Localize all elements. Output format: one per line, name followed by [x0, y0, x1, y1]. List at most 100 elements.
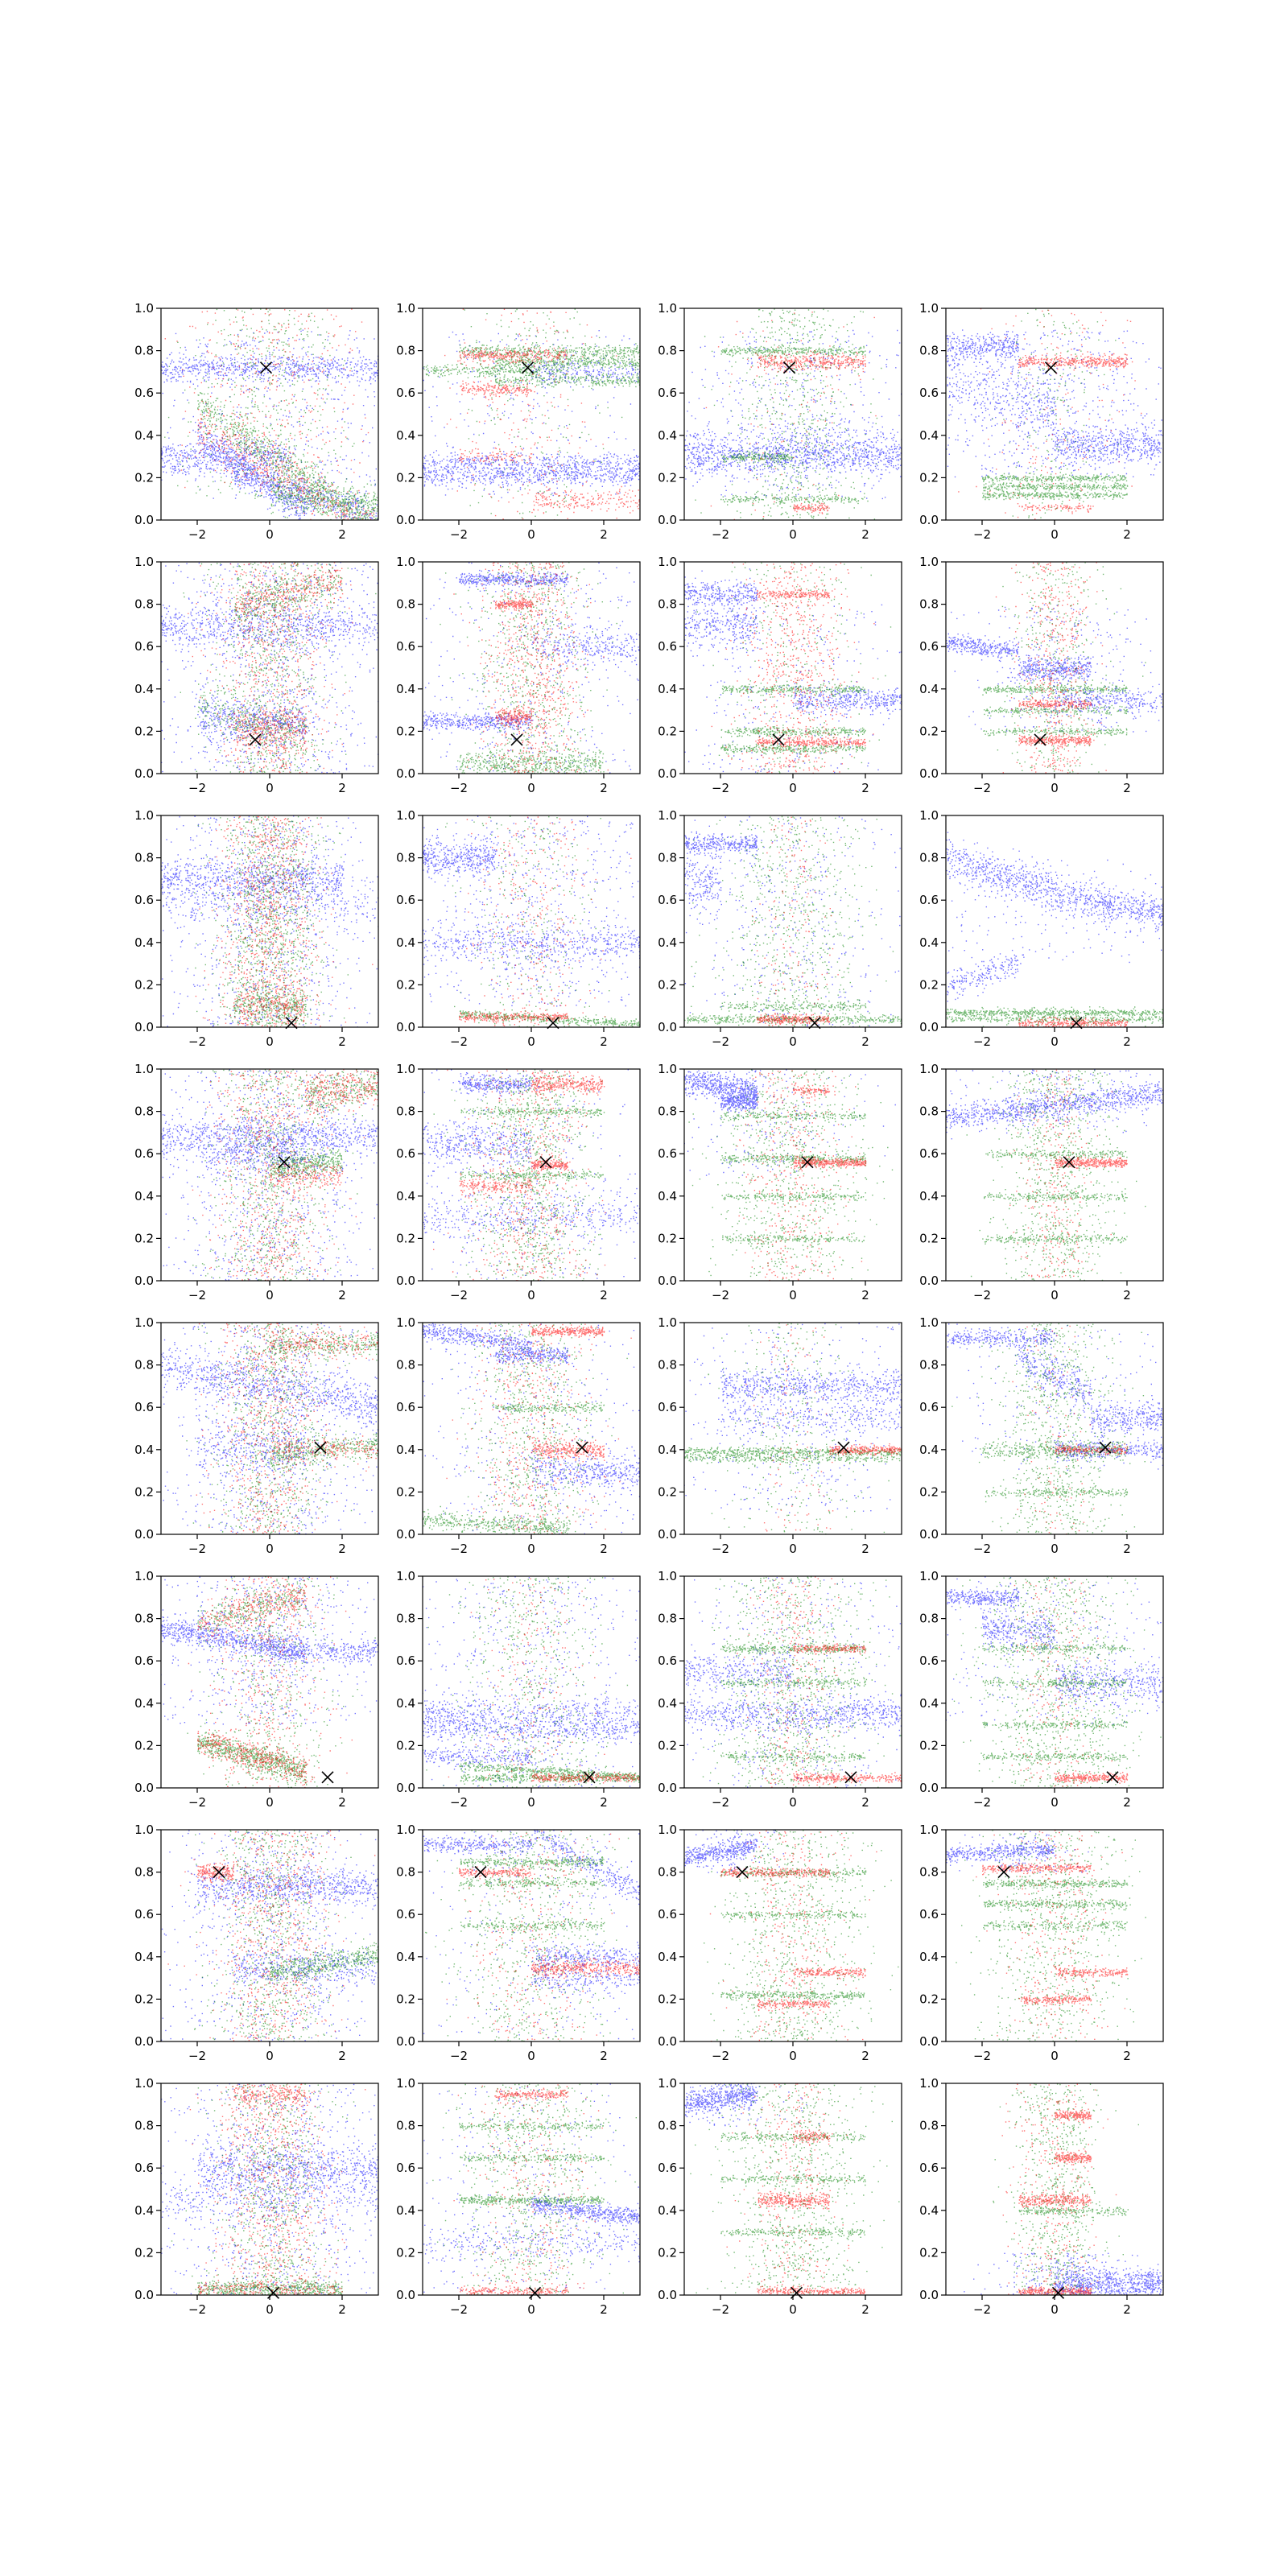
- x-tick-label: −2: [973, 527, 991, 542]
- x-tick-label: −2: [712, 1542, 729, 1556]
- series-green: [186, 1323, 378, 1535]
- x-tick-label: 0: [789, 1034, 797, 1049]
- y-tick-label: 0.0: [658, 766, 677, 781]
- y-tick-label: 0.8: [396, 1358, 415, 1373]
- x-tick-label: 2: [1123, 1288, 1131, 1302]
- y-tick-label: 0.6: [134, 386, 154, 400]
- series-red: [710, 1831, 877, 2042]
- y-tick-label: 1.0: [396, 555, 415, 569]
- series-blue: [108, 1830, 438, 2042]
- x-tick-label: 2: [338, 527, 346, 542]
- x-tick-label: 0: [527, 1542, 535, 1556]
- series-green: [667, 1069, 893, 1282]
- y-tick-label: 1.0: [396, 1062, 415, 1076]
- x-tick-label: 2: [600, 1288, 608, 1302]
- y-tick-label: 0.2: [396, 2245, 415, 2260]
- series-green: [982, 562, 1146, 774]
- scatter-points: [913, 1830, 1178, 2042]
- panel-r4-c1: −2 0 20.00.20.40.60.81.0: [80, 1051, 436, 1302]
- series-green: [432, 2083, 646, 2296]
- x-marker: [322, 1772, 333, 1783]
- x-marker: [250, 734, 261, 745]
- y-tick-label: 1.0: [134, 808, 154, 823]
- axes-frame: [161, 562, 378, 774]
- x-tick-label: −2: [450, 527, 468, 542]
- y-tick-label: 0.4: [919, 2203, 939, 2218]
- x-tick-label: 2: [338, 781, 346, 795]
- y-tick-label: 0.2: [919, 1231, 939, 1245]
- x-tick-label: 0: [1051, 527, 1059, 542]
- y-tick-label: 1.0: [919, 1062, 939, 1076]
- series-blue: [301, 1322, 773, 1534]
- x-marker: [1046, 362, 1057, 374]
- y-tick-label: 0.4: [396, 1189, 415, 1203]
- y-tick-label: 0.2: [658, 470, 677, 485]
- x-tick-label: 0: [789, 2302, 797, 2317]
- x-tick-label: 2: [1123, 1542, 1131, 1556]
- y-tick-label: 0.0: [919, 2288, 939, 2302]
- y-tick-label: 0.2: [658, 1484, 677, 1499]
- y-tick-label: 0.4: [919, 1696, 939, 1711]
- series-green: [419, 1069, 605, 1282]
- y-tick-label: 0.8: [919, 597, 939, 612]
- x-tick-label: 0: [266, 1795, 274, 1810]
- y-tick-label: 0.6: [396, 639, 415, 654]
- y-tick-label: 1.0: [134, 1062, 154, 1076]
- y-tick-label: 0.0: [134, 1020, 154, 1034]
- y-tick-label: 0.4: [658, 1696, 677, 1711]
- axes-frame: [161, 2083, 378, 2295]
- series-red: [188, 1575, 353, 1788]
- x-tick-label: −2: [450, 1795, 468, 1810]
- x-tick-label: 2: [861, 2049, 869, 2063]
- panel-r4-c3: −2 0 20.00.20.40.60.81.0: [613, 1062, 919, 1302]
- x-tick-label: −2: [712, 1034, 729, 1049]
- y-tick-label: 0.8: [919, 2119, 939, 2133]
- y-tick-label: 1.0: [658, 2076, 677, 2091]
- y-tick-label: 0.8: [396, 851, 415, 865]
- y-tick-label: 0.4: [658, 2203, 677, 2218]
- y-tick-label: 1.0: [919, 555, 939, 569]
- series-green: [417, 1831, 630, 2043]
- scatter-points: [852, 832, 1212, 1030]
- y-tick-label: 0.0: [396, 2034, 415, 2049]
- x-tick-label: 0: [789, 2049, 797, 2063]
- x-tick-label: 2: [1123, 781, 1131, 795]
- axes-frame: [946, 2083, 1163, 2295]
- y-tick-label: 0.4: [134, 2203, 154, 2218]
- panel-r4-c2: −2 0 20.00.20.40.60.81.0: [278, 1062, 758, 1302]
- y-tick-label: 0.6: [919, 2161, 939, 2175]
- y-tick-label: 0.4: [396, 428, 415, 443]
- y-tick-label: 0.4: [134, 682, 154, 696]
- y-tick-label: 0.4: [919, 682, 939, 696]
- scatter-points: [325, 2083, 691, 2298]
- y-tick-label: 0.4: [134, 1443, 154, 1457]
- y-tick-label: 0.6: [134, 639, 154, 654]
- x-tick-label: 0: [266, 1034, 274, 1049]
- y-tick-label: 0.8: [134, 1358, 154, 1373]
- panel-r3-c3: −2 0 20.00.20.40.60.81.0: [644, 808, 943, 1049]
- scatter-points: [897, 562, 1216, 774]
- y-tick-label: 0.4: [658, 1189, 677, 1203]
- y-tick-label: 0.6: [658, 1400, 677, 1414]
- y-tick-label: 0.0: [396, 1781, 415, 1795]
- scatter-points: [54, 555, 440, 775]
- x-tick-label: 0: [1051, 781, 1059, 795]
- x-tick-label: 0: [266, 1542, 274, 1556]
- x-tick-label: −2: [712, 1795, 729, 1810]
- x-tick-label: 0: [266, 781, 274, 795]
- x-tick-label: 0: [789, 1288, 797, 1302]
- scatter-points: [908, 1069, 1220, 1282]
- series-green: [192, 1060, 379, 1281]
- x-tick-label: −2: [973, 2049, 991, 2063]
- x-tick-label: −2: [188, 527, 206, 542]
- series-red: [737, 1070, 866, 1282]
- series-blue: [615, 1577, 1014, 1788]
- y-tick-label: 1.0: [134, 1569, 154, 1583]
- x-marker: [576, 1442, 588, 1453]
- y-tick-label: 0.4: [396, 1696, 415, 1711]
- panel-r8-c1: −2 0 20.00.20.40.60.81.0: [113, 2076, 424, 2317]
- y-tick-label: 0.8: [658, 597, 677, 612]
- series-green: [180, 555, 377, 774]
- panel-r3-c1: −2 0 20.00.20.40.60.81.0: [97, 808, 453, 1049]
- y-tick-label: 0.0: [396, 513, 415, 527]
